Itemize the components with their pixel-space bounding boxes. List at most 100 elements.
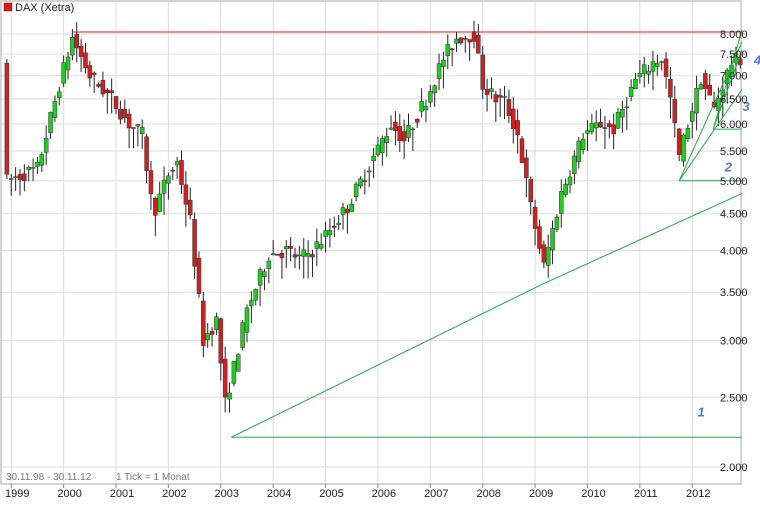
trend-label: 4	[753, 53, 760, 68]
candle-body	[659, 61, 664, 63]
candle-body	[528, 179, 533, 203]
candle-body	[624, 106, 630, 109]
candle-body	[611, 124, 616, 135]
x-tick-label: 2003	[215, 488, 239, 500]
candle-body	[410, 128, 416, 131]
y-axis: 2.000 2.500 3.000 3.500 4.000 4.500 5.000 5.500…	[720, 29, 748, 474]
candle-body	[105, 89, 110, 94]
candle-body	[393, 121, 398, 131]
legend-label: DAX (Xetra)	[15, 2, 74, 14]
x-tick-label: 2000	[57, 488, 81, 500]
candle-body	[161, 179, 167, 194]
legend-swatch	[3, 2, 13, 12]
candle-body	[262, 271, 267, 278]
x-tick-label: 2008	[476, 488, 500, 500]
candle-body	[646, 70, 651, 75]
y-tick-label: 3.500	[720, 287, 748, 299]
candle-body	[414, 118, 420, 123]
candle-body	[633, 78, 638, 90]
candle-body	[13, 176, 18, 178]
candle-body	[144, 136, 149, 171]
candle-body	[471, 31, 477, 42]
candle-body	[698, 84, 704, 90]
x-tick-label: 2005	[319, 488, 343, 500]
candle-body	[100, 80, 106, 95]
candle-body	[589, 123, 595, 133]
candle-body	[384, 136, 389, 143]
candle-body	[615, 112, 621, 129]
candle-body	[318, 244, 324, 249]
candle-body	[672, 99, 678, 124]
candle-body	[467, 39, 472, 43]
candle-body	[231, 361, 237, 384]
x-axis: 1999 2000 2001 2002 2003 2004 2005 2006 2007 2008…	[5, 484, 710, 500]
trend-line	[712, 29, 743, 130]
candle-body	[43, 137, 49, 153]
candle-body	[532, 206, 538, 229]
footer-tick: 1 Tick = 1 Monat	[116, 472, 190, 483]
candle-body	[637, 73, 643, 78]
candle-body	[502, 96, 507, 98]
candle-body	[74, 33, 79, 49]
candle-body	[179, 160, 184, 185]
candle-body	[113, 96, 119, 109]
candle-body	[222, 358, 228, 398]
candle-body	[480, 54, 485, 90]
candle-body	[118, 108, 123, 120]
candle-body	[515, 120, 520, 136]
y-tick-label: 4.000	[720, 246, 748, 258]
candle-body	[738, 58, 743, 65]
x-tick-label: 2009	[529, 488, 553, 500]
candle-body	[628, 86, 634, 97]
trend-line	[543, 193, 743, 284]
candle-body	[314, 241, 320, 249]
candle-body	[703, 73, 708, 89]
candle-body	[550, 228, 555, 251]
candle-body	[157, 193, 162, 212]
candle-body	[668, 79, 673, 98]
x-tick-label: 2012	[686, 488, 710, 500]
candle-body	[148, 170, 154, 195]
trend-label: 1	[697, 405, 704, 420]
candle-body	[183, 184, 189, 205]
candle-body	[567, 176, 573, 186]
candle-body	[371, 155, 376, 162]
trend-line	[678, 89, 743, 182]
candle-body	[170, 169, 176, 172]
plot-frame	[0, 0, 742, 485]
candle-body	[458, 37, 464, 44]
candle-body	[476, 34, 481, 54]
candle-body	[436, 63, 442, 80]
candle-body	[724, 69, 730, 84]
trend-line	[231, 282, 545, 438]
candle-body	[214, 316, 219, 330]
y-tick-label: 7.000	[720, 71, 748, 83]
candle-body	[52, 101, 58, 118]
candle-body	[358, 178, 363, 187]
candle-body	[166, 175, 171, 184]
candle-body	[323, 230, 328, 237]
x-tick-label: 2010	[581, 488, 605, 500]
candle-body	[497, 95, 503, 98]
candle-body	[524, 157, 529, 179]
candle-body	[676, 128, 682, 155]
candle-body	[694, 87, 699, 114]
candle-body	[585, 130, 590, 134]
candle-body	[336, 222, 341, 226]
candle-body	[187, 199, 193, 216]
y-tick-label: 5.500	[720, 146, 748, 158]
candle-body	[650, 61, 656, 72]
candle-body	[253, 289, 258, 301]
candle-body	[30, 167, 36, 169]
candle-body	[375, 144, 381, 156]
candle-body	[519, 138, 525, 164]
candle-body	[380, 138, 385, 154]
x-tick-label: 2007	[424, 488, 448, 500]
candle-body	[205, 333, 210, 341]
candle-body	[153, 197, 158, 216]
legend: DAX (Xetra)	[3, 2, 74, 14]
x-tick-label: 2006	[372, 488, 396, 500]
